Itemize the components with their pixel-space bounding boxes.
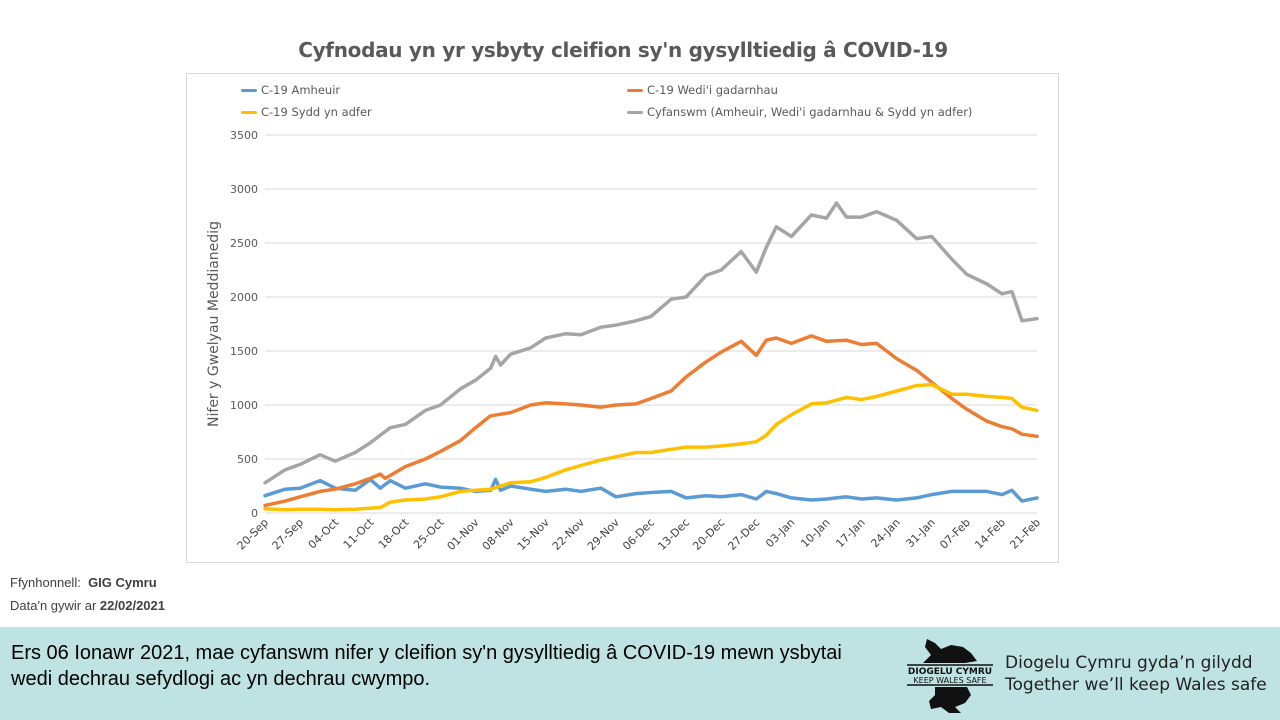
y-tick-label: 2000 [230, 291, 258, 304]
legend-swatch [627, 88, 643, 92]
legend-item: C-19 Amheuir [241, 83, 340, 97]
source-note: Ffynhonnell: GIG Cymru Data'n gywir ar 2… [10, 571, 165, 617]
x-tick-label: 13-Dec [655, 516, 692, 553]
x-tick-label: 25-Oct [411, 515, 447, 551]
x-tick-label: 22-Nov [550, 516, 587, 553]
x-tick-label: 20-Dec [690, 516, 727, 553]
x-tick-label: 06-Dec [620, 516, 657, 553]
x-tick-label: 27-Sep [270, 516, 307, 553]
svg-text:KEEP WALES SAFE: KEEP WALES SAFE [913, 676, 986, 685]
legend-label: Cyfanswm (Amheuir, Wedi'i gadarnhau & Sy… [647, 105, 973, 119]
legend-swatch [241, 110, 257, 114]
legend-item: Cyfanswm (Amheuir, Wedi'i gadarnhau & Sy… [627, 105, 972, 119]
x-tick-label: 21-Feb [1007, 516, 1043, 552]
x-tick-label: 07-Feb [937, 516, 973, 552]
legend-label: C-19 Sydd yn adfer [261, 105, 372, 119]
date-value: 22/02/2021 [99, 598, 165, 613]
legend-label: C-19 Wedi'i gadarnhau [647, 83, 778, 97]
tagline: Diogelu Cymru gyda’n gilydd Together we’… [1005, 652, 1267, 696]
x-tick-label: 08-Nov [480, 516, 517, 553]
tagline-welsh: Diogelu Cymru gyda’n gilydd [1005, 653, 1253, 673]
x-tick-label: 10-Jan [798, 516, 832, 550]
y-tick-label: 2500 [230, 237, 258, 250]
y-tick-label: 3000 [230, 183, 258, 196]
series-line-3 [263, 382, 1039, 512]
y-axis-label: Nifer y Gwelyau Meddianedig [206, 221, 222, 427]
x-tick-label: 20-Sep [235, 516, 272, 553]
x-tick-label: 15-Nov [515, 516, 552, 553]
x-tick-label: 31-Jan [904, 516, 938, 550]
tagline-english: Together we’ll keep Wales safe [1005, 675, 1267, 695]
x-tick-label: 14-Feb [972, 516, 1008, 552]
series-line-1 [263, 477, 1039, 503]
source-value: GIG Cymru [88, 575, 157, 590]
x-tick-label: 04-Oct [306, 515, 342, 551]
x-tick-label: 18-Oct [376, 515, 412, 551]
date-label: Data'n gywir ar [10, 598, 97, 613]
y-tick-label: 0 [251, 507, 258, 520]
series-line-2 [263, 334, 1039, 508]
x-tick-label: 29-Nov [585, 516, 622, 553]
y-tick-label: 1000 [230, 399, 258, 412]
summary-text: Ers 06 Ionawr 2021, mae cyfanswm nifer y… [11, 642, 842, 690]
x-tick-label: 11-Oct [341, 515, 377, 551]
series-line-4 [263, 201, 1039, 485]
x-tick-label: 24-Jan [868, 516, 902, 550]
legend-item: C-19 Sydd yn adfer [241, 105, 372, 119]
x-tick-label: 27-Dec [725, 516, 762, 553]
x-tick-label: 03-Jan [763, 516, 797, 550]
legend-label: C-19 Amheuir [261, 83, 341, 97]
y-tick-label: 1500 [230, 345, 258, 358]
x-tick-label: 01-Nov [445, 516, 482, 553]
y-tick-label: 500 [237, 453, 258, 466]
keep-wales-safe-logo: DIOGELU CYMRU KEEP WALES SAFE [907, 639, 993, 713]
legend-swatch [241, 88, 257, 92]
legend-swatch [627, 110, 643, 114]
source-label: Ffynhonnell: [10, 575, 81, 590]
y-tick-label: 3500 [230, 129, 258, 142]
svg-text:DIOGELU CYMRU: DIOGELU CYMRU [908, 667, 992, 677]
x-tick-label: 17-Jan [833, 516, 867, 550]
footer-banner: Ers 06 Ionawr 2021, mae cyfanswm nifer y… [0, 627, 1280, 720]
chart-area: C-19 Amheuir C-19 Wedi'i gadarnhau C-19 … [186, 73, 1059, 563]
chart-title: Cyfnodau yn yr ysbyty cleifion sy'n gysy… [298, 38, 948, 62]
legend-item: C-19 Wedi'i gadarnhau [627, 83, 778, 97]
line-chart: 0 500 1000 1500 2000 2500 3000 3500 20-Sep27-Sep… [206, 129, 1043, 553]
